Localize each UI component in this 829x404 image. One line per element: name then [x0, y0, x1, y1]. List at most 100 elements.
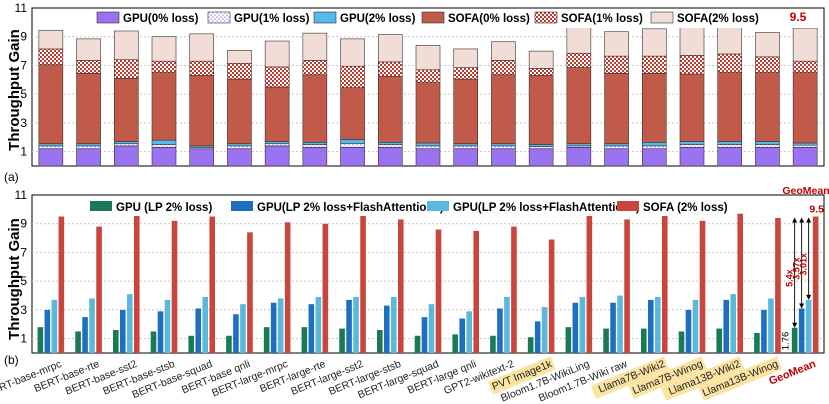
chart-a-y-tick-label: 11: [15, 1, 28, 15]
chart-a-bar-sofa-0-loss: [566, 67, 592, 145]
chart-a-bar-gpu-1-loss: [340, 143, 365, 148]
chart-a-bar-gpu-2-loss: [340, 139, 365, 145]
chart-b-legend-swatch: [231, 201, 253, 211]
chart-a-stack-bert-large-sst2: [340, 38, 365, 167]
chart-a-bar-sofa-1-loss: [717, 53, 743, 73]
chart-a-legend-label: GPU(1% loss): [234, 13, 310, 25]
chart-a-bar-gpu-0-loss: [679, 147, 705, 167]
chart-b-bar-sofa-2-loss: [360, 213, 366, 353]
chart-b-group-gpt2-wikitext-2: [490, 226, 517, 353]
chart-b-category-highlight: [698, 356, 783, 401]
chart-a-stack-bert-large-mrpc: [264, 40, 290, 167]
chart-a-legend-swatch: [534, 11, 558, 24]
chart-a-bar-sofa-0-loss: [792, 72, 818, 144]
chart-b-bar-gpu-lp-2-loss-flashattention1: [346, 299, 352, 353]
chart-b-bar-gpu-lp-2-loss-flashattention1: [685, 309, 692, 353]
chart-b-bar-gpu-lp-2-loss-flashattention1: [421, 317, 428, 353]
chart-a-legend-swatch: [313, 11, 337, 24]
chart-a-bar-sofa-0-loss: [38, 64, 64, 145]
chart-a-bar-sofa-0-loss: [679, 73, 705, 142]
chart-b-bar-gpu-lp-2-loss-flashattention2: [89, 298, 95, 353]
chart-b-group-bert-base-qnli: [226, 232, 253, 353]
chart-a-bar-sofa-1-loss: [76, 60, 101, 74]
chart-a-bar-sofa-0-loss: [189, 75, 215, 147]
chart-b-y-tick-label: 11: [15, 188, 28, 202]
chart-a-bar-sofa-0-loss: [302, 74, 328, 143]
chart-a-y-ticks: 1 3 5 7 9 11: [15, 1, 28, 159]
chart-a-legend-swatch: [207, 11, 231, 24]
chart-a-bar-sofa-2-loss: [415, 45, 441, 71]
chart-a-bar-sofa-2-loss: [227, 50, 252, 64]
chart-a-bar-sofa-2-loss: [491, 41, 516, 61]
chart-b-speedup-arrowhead: [799, 217, 805, 223]
chart-a-bar-sofa-2-loss: [792, 27, 818, 62]
chart-a-stack-bert-base-stsb: [151, 36, 177, 167]
chart-a-bar-sofa-0-loss: [491, 74, 516, 145]
chart-b-bar-gpu-lp-2-loss-flashattention2: [126, 294, 133, 353]
chart-a-bar-gpu-2-loss: [641, 142, 667, 147]
chart-b-bar-gpu-lp-2-loss-flashattention2: [768, 298, 774, 353]
chart-b-bar-gpu-lp-2-loss-flashattention1: [44, 309, 51, 353]
chart-b-bar-gpu-lp-2-loss-flashattention2: [692, 299, 699, 353]
chart-b-legend-item-gpu-lp-2-loss-flashattention1: GPU(LP 2% loss+FlashAttention1): [231, 201, 444, 214]
chart-b-bar-gpu-lp-2-loss: [716, 328, 723, 353]
chart-a-bar-gpu-1-loss: [792, 144, 818, 148]
chart-a-bar-sofa-1-loss: [38, 48, 64, 66]
chart-b-bar-gpu-lp-2-loss-flashattention1: [610, 302, 616, 353]
chart-a-bar-gpu-1-loss: [679, 144, 705, 148]
chart-a-bar-gpu-1-loss: [113, 143, 139, 147]
chart-b-group-pvt-image1k: [527, 239, 555, 353]
chart-b-bar-gpu-lp-2-loss: [452, 334, 459, 353]
chart-a-bar-gpu-2-loss: [264, 141, 290, 145]
chart-a: 1 3 5 7 9 11 Throughput Gain (a) GPU(0% loss)…: [4, 1, 829, 197]
chart-a-stack-bert-large-qnli: [453, 48, 479, 167]
chart-a-bar-gpu-0-loss: [528, 148, 554, 167]
chart-b-bar-gpu-lp-2-loss-flashattention2: [390, 296, 397, 353]
chart-a-bar-sofa-1-loss: [151, 60, 177, 73]
chart-b-bar-gpu-lp-2-loss: [75, 331, 81, 353]
chart-a-stack-bert-base-qnli: [227, 50, 252, 167]
chart-a-bar-sofa-0-loss: [264, 86, 290, 142]
chart-a-bar-gpu-0-loss: [641, 148, 667, 167]
chart-a-legend-label: SOFA(1% loss): [561, 13, 643, 25]
chart-a-bar-sofa-1-loss: [641, 55, 667, 74]
chart-a-legend-item-sofa-2-loss: SOFA(2% loss): [650, 11, 759, 25]
chart-a-stack-bloom1-7b-wiki-raw: [604, 31, 629, 167]
chart-b-y-tick-label: 9: [20, 217, 27, 231]
chart-b-bar-sofa-2-loss: [171, 220, 178, 353]
chart-a-bar-gpu-2-loss: [717, 141, 743, 145]
chart-b-bar-gpu-lp-2-loss-flashattention2: [315, 296, 322, 353]
chart-a-legend-item-sofa-1-loss: SOFA(1% loss): [534, 11, 643, 25]
chart-a-bar-sofa-2-loss: [528, 50, 554, 69]
chart-b-bar-sofa-2-loss: [624, 219, 630, 353]
chart-b-bar-gpu-lp-2-loss: [565, 327, 572, 353]
chart-b-bar-gpu-lp-2-loss: [603, 328, 609, 353]
chart-a-bar-gpu-2-loss: [566, 143, 592, 147]
chart-a-bar-sofa-0-loss: [415, 82, 441, 144]
chart-a-bar-sofa-1-loss: [189, 60, 215, 76]
chart-a-y-tick-label: 9: [20, 30, 27, 44]
chart-a-bar-sofa-0-loss: [340, 87, 365, 140]
chart-b-bar-gpu-lp-2-loss: [339, 328, 345, 353]
chart-b-bar-sofa-2-loss: [284, 222, 291, 353]
chart-a-bar-gpu-1-loss: [641, 145, 667, 150]
chart-a-bar-sofa-1-loss: [566, 52, 592, 68]
chart-a-geomean-tick-label: GeoMean: [782, 185, 829, 197]
chart-a-bar-gpu-1-loss: [76, 145, 101, 150]
chart-b-group-bloom1-7b-wiki-raw: [603, 219, 630, 353]
chart-b-bar-gpu-lp-2-loss: [640, 328, 647, 353]
chart-a-legend-swatch: [650, 11, 674, 24]
chart-a-stack-llama7b-winog: [679, 26, 705, 167]
chart-a-bar-gpu-1-loss: [227, 145, 252, 150]
chart-a-bar-sofa-1-loss: [302, 60, 328, 76]
chart-a-bar-gpu-2-loss: [679, 141, 705, 145]
chart-b-bar-gpu-lp-2-loss-flashattention2: [164, 299, 171, 353]
chart-a-bar-gpu-0-loss: [151, 147, 177, 167]
chart-b-panel-label: (b): [4, 353, 19, 367]
chart-a-bar-gpu-1-loss: [755, 144, 780, 148]
chart-a-bar-sofa-1-loss: [377, 61, 403, 77]
chart-b-bar-gpu-lp-2-loss-flashattention2: [805, 299, 812, 353]
chart-a-bar-sofa-2-loss: [377, 34, 403, 63]
chart-b-group-bert-large-squad: [414, 229, 442, 353]
chart-b-group-geomean: [791, 216, 819, 353]
